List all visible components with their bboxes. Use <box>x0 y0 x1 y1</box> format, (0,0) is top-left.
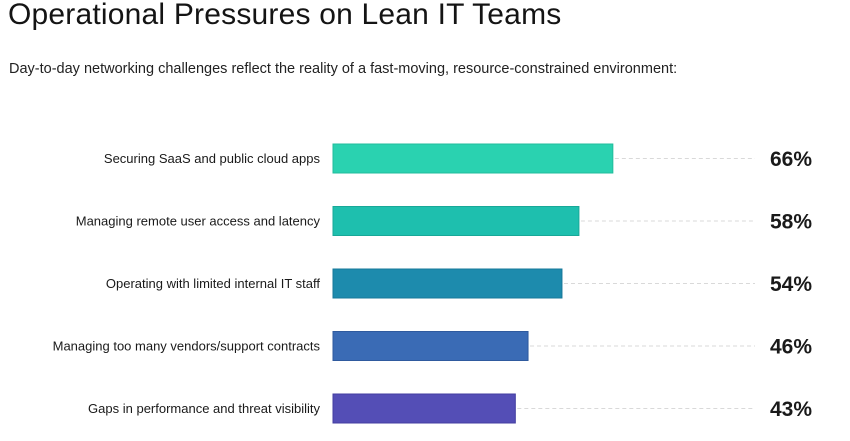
page-subtitle: Day-to-day networking challenges reflect… <box>9 61 678 77</box>
bar <box>332 393 516 424</box>
category-label: Gaps in performance and threat visibilit… <box>88 401 320 416</box>
category-label: Securing SaaS and public cloud apps <box>104 151 321 166</box>
value-label: 43% <box>770 398 812 421</box>
value-label: 46% <box>770 336 812 359</box>
category-label: Managing too many vendors/support contra… <box>53 339 321 354</box>
value-label: 58% <box>770 211 812 234</box>
category-label: Managing remote user access and latency <box>76 214 321 229</box>
value-label: 66% <box>770 148 812 171</box>
bar-row: Gaps in performance and threat visibilit… <box>88 393 812 424</box>
bar-row: Managing remote user access and latency 5… <box>76 206 812 236</box>
bar <box>332 143 614 174</box>
bar-row: Operating with limited internal IT staff… <box>106 268 812 299</box>
bar-row: Securing SaaS and public cloud apps 66% <box>104 143 812 174</box>
category-label: Operating with limited internal IT staff <box>106 276 321 291</box>
page-title: Operational Pressures on Lean IT Teams <box>8 0 562 31</box>
bar <box>332 331 529 361</box>
bar <box>332 268 563 299</box>
bar <box>332 206 580 236</box>
value-label: 54% <box>770 273 812 296</box>
bar-row: Managing too many vendors/support contra… <box>53 331 812 361</box>
